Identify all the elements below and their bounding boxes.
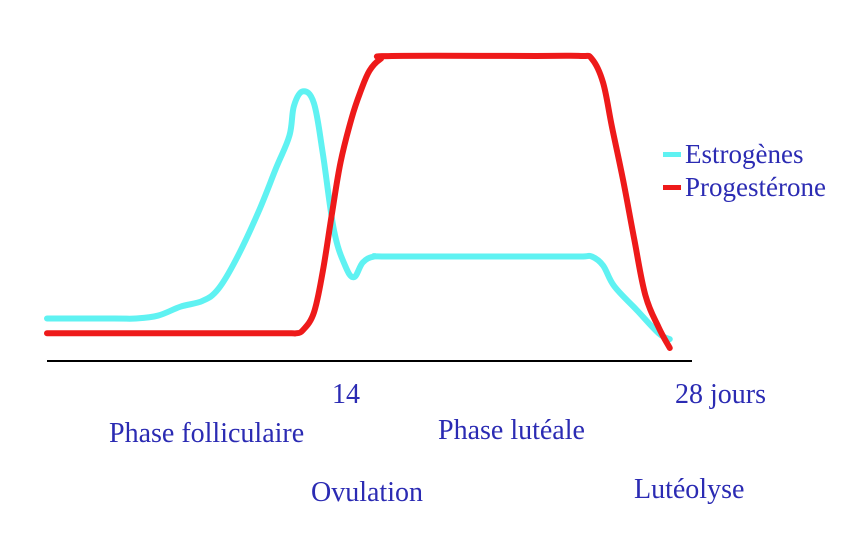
legend-swatch-estrogenes [663, 151, 681, 157]
legend-item-estrogenes: Estrogènes [663, 139, 803, 169]
legend-item-progesterone: Progestérone [663, 172, 826, 202]
series-line-estrogenes [44, 88, 673, 343]
legend-label-progesterone: Progestérone [685, 171, 826, 202]
x-tick-label-14: 14 [332, 379, 360, 410]
phase-label-luteal: Phase lutéale [438, 415, 585, 446]
phase-label-follicular: Phase folliculaire [109, 418, 305, 449]
series-layer [44, 52, 673, 351]
legend-label-estrogenes: Estrogènes [685, 138, 804, 169]
x-tick-label-28: 28 jours [675, 379, 766, 410]
legend-swatch-progesterone [663, 184, 681, 190]
luteolysis-label: Lutéolyse [634, 474, 745, 505]
series-line-progesterone [44, 52, 673, 351]
ovulation-label: Ovulation [311, 477, 423, 508]
